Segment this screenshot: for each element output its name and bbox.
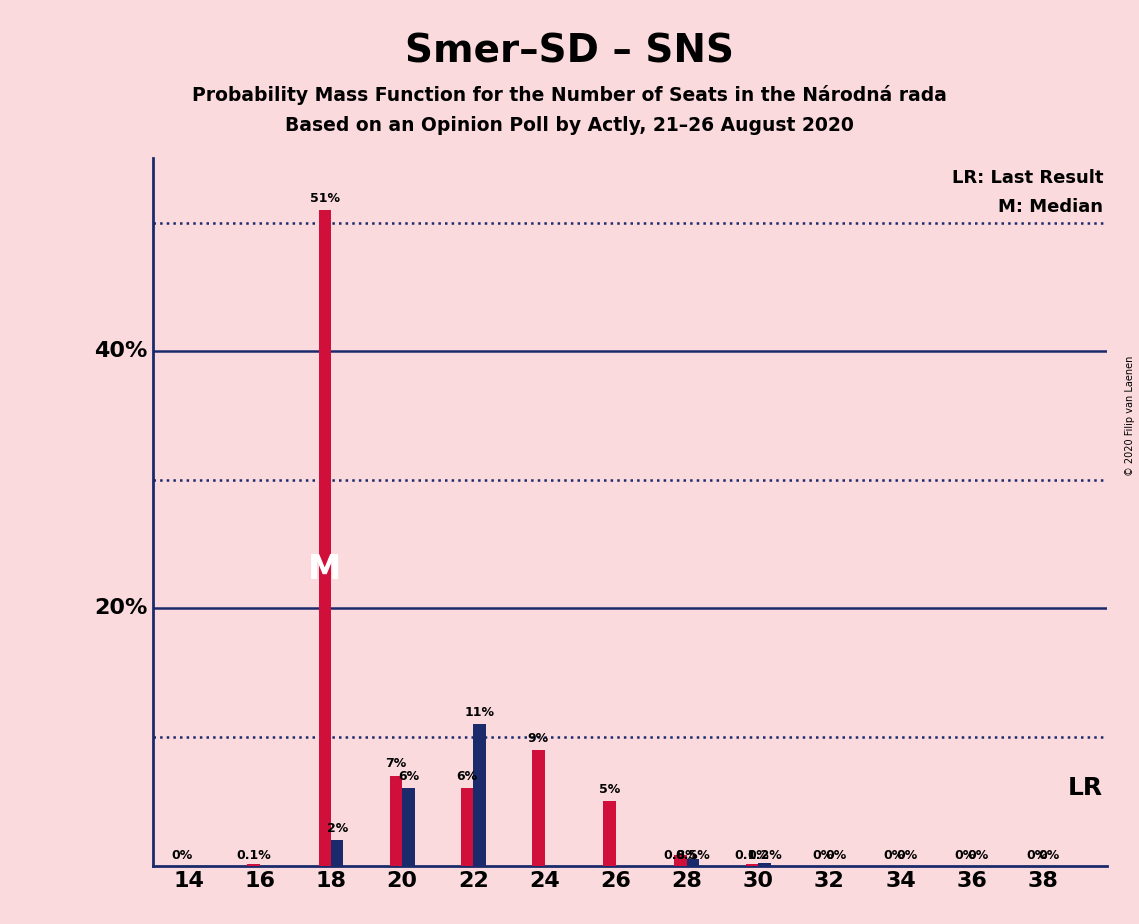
Text: 5%: 5%	[599, 784, 620, 796]
Text: 9%: 9%	[527, 732, 549, 745]
Bar	[331, 840, 344, 866]
Text: 51%: 51%	[310, 191, 339, 204]
Text: 6%: 6%	[398, 771, 419, 784]
Text: 0.1%: 0.1%	[236, 849, 271, 862]
Text: 0%: 0%	[812, 849, 834, 862]
Bar	[759, 863, 771, 866]
Text: M: M	[309, 553, 342, 587]
Text: 20%: 20%	[95, 599, 148, 618]
Text: 0.1%: 0.1%	[735, 849, 769, 862]
Text: 6%: 6%	[457, 771, 477, 784]
Bar	[474, 724, 486, 866]
Text: 7%: 7%	[385, 758, 407, 771]
Text: 0.5%: 0.5%	[675, 849, 711, 862]
Bar	[746, 864, 759, 866]
Text: 40%: 40%	[95, 341, 148, 361]
Bar	[247, 864, 260, 866]
Bar	[319, 210, 331, 866]
Bar	[402, 788, 415, 866]
Text: 11%: 11%	[465, 706, 494, 719]
Text: 0%: 0%	[954, 849, 976, 862]
Bar	[687, 859, 699, 866]
Bar	[390, 775, 402, 866]
Text: 0%: 0%	[172, 849, 192, 862]
Text: 0.2%: 0.2%	[747, 849, 781, 862]
Bar	[674, 856, 687, 866]
Text: M: Median: M: Median	[999, 198, 1104, 216]
Bar	[604, 801, 616, 866]
Text: 0%: 0%	[896, 849, 917, 862]
Text: 0%: 0%	[1039, 849, 1059, 862]
Text: LR: LR	[1068, 776, 1104, 800]
Text: 0.8%: 0.8%	[663, 849, 698, 862]
Text: 2%: 2%	[327, 821, 347, 834]
Text: 0%: 0%	[884, 849, 904, 862]
Text: 0%: 0%	[967, 849, 989, 862]
Bar	[461, 788, 474, 866]
Bar	[532, 750, 544, 866]
Text: © 2020 Filip van Laenen: © 2020 Filip van Laenen	[1125, 356, 1134, 476]
Text: LR: Last Result: LR: Last Result	[952, 168, 1104, 187]
Text: Based on an Opinion Poll by Actly, 21–26 August 2020: Based on an Opinion Poll by Actly, 21–26…	[285, 116, 854, 136]
Text: 0%: 0%	[1026, 849, 1047, 862]
Text: Smer–SD – SNS: Smer–SD – SNS	[405, 32, 734, 70]
Text: 0%: 0%	[825, 849, 846, 862]
Text: Probability Mass Function for the Number of Seats in the Národná rada: Probability Mass Function for the Number…	[192, 85, 947, 105]
